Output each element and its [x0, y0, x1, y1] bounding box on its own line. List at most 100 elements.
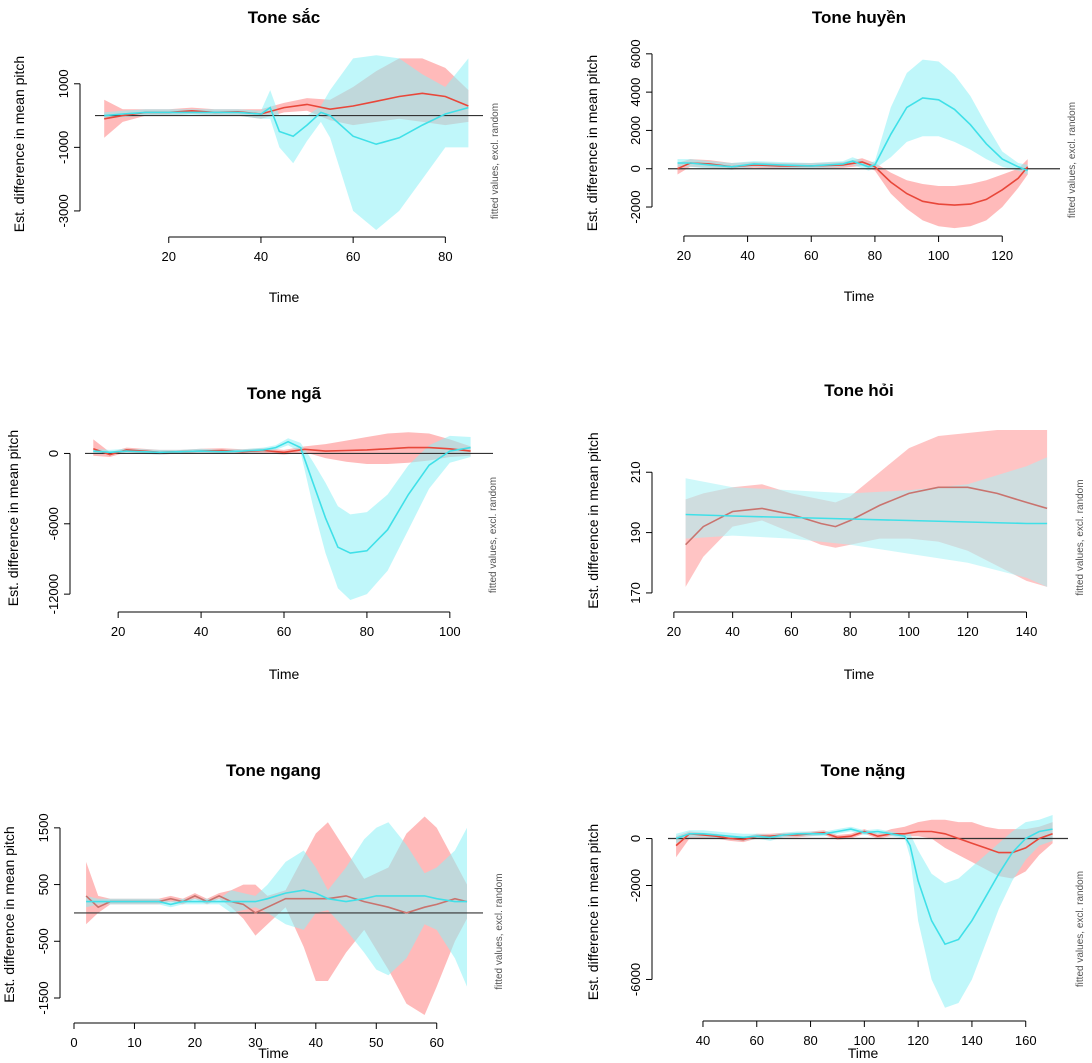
x-tick-label: 20: [677, 248, 691, 263]
chart-panel-6: Tone nặng -6000 -2000 0 40 60 80 100 120 140 160 Ti…: [585, 761, 1086, 1061]
x-tick-label: 60: [346, 249, 360, 264]
y-axis-label: Est. difference in mean pitch: [1, 826, 17, 1002]
y-tick-label: -1500: [36, 981, 51, 1014]
x-tick-label: 50: [369, 1035, 383, 1050]
y-tick-label: -6000: [46, 507, 61, 540]
y-tick-label: -2000: [628, 190, 643, 223]
x-tick-label: 20: [188, 1035, 202, 1050]
x-tick-label: 30: [248, 1035, 262, 1050]
y-tick-label: 2000: [628, 116, 643, 145]
series-line-cyan: [677, 97, 1028, 172]
y-tick-label: -1000: [56, 131, 71, 164]
y-tick-label: 190: [628, 522, 643, 544]
x-tick-label: 60: [804, 248, 818, 263]
x-tick-label: 140: [961, 1033, 983, 1048]
chart-panel-5: Tone ngang -1500 -500 500 1500 0 10 20 30 40 50 60 T…: [1, 761, 505, 1061]
confidence-band-red: [93, 432, 471, 464]
x-axis-label: Time: [258, 1045, 289, 1061]
x-tick-label: 120: [907, 1033, 929, 1048]
series-line-cyan: [685, 513, 1048, 525]
x-tick-label: 80: [360, 624, 374, 639]
confidence-band-cyan: [676, 815, 1053, 1008]
fitted-values-note: fitted values, excl. random: [490, 103, 501, 219]
x-tick-label: 80: [868, 248, 882, 263]
chart-title: Tone hỏi: [824, 381, 894, 400]
y-tick-label: 500: [36, 874, 51, 896]
x-tick-label: 100: [439, 624, 461, 639]
x-axis-label: Time: [269, 666, 300, 682]
confidence-band-cyan: [677, 59, 1028, 175]
chart-title: Tone nặng: [821, 761, 906, 780]
x-tick-label: 100: [898, 624, 920, 639]
chart-panel-4: Tone hỏi 170 190 210 20 40 60 80 100 120 140 Time Es…: [585, 381, 1086, 682]
y-tick-label: 170: [628, 582, 643, 604]
x-tick-label: 120: [957, 624, 979, 639]
y-tick-label: 0: [46, 450, 61, 457]
series-line-cyan: [86, 889, 467, 906]
x-tick-label: 40: [740, 248, 754, 263]
x-tick-label: 40: [309, 1035, 323, 1050]
x-axis-label: Time: [269, 289, 300, 305]
x-tick-label: 80: [803, 1033, 817, 1048]
confidence-band-cyan: [104, 55, 469, 231]
fitted-values-note: fitted values, excl. random: [1067, 102, 1078, 218]
chart-title: Tone ngang: [226, 761, 321, 780]
x-tick-label: 80: [843, 624, 857, 639]
y-tick-label: -500: [36, 928, 51, 954]
series-line-red: [675, 830, 1053, 854]
series-line-cyan: [675, 828, 1053, 946]
confidence-band-cyan: [685, 457, 1048, 587]
x-tick-label: 80: [438, 249, 452, 264]
chart-title: Tone huyền: [812, 8, 906, 27]
chart-panel-3: Tone ngã -12000 -6000 0 20 40 60 80 100 Time Est. …: [5, 384, 499, 682]
y-axis-label: Est. difference in mean pitch: [5, 430, 21, 606]
x-tick-label: 20: [667, 624, 681, 639]
confidence-band-red: [676, 819, 1053, 879]
chart-panel-2: Tone huyền -2000 0 2000 4000 6000 20 40 60 80 100 1…: [584, 8, 1078, 304]
x-tick-label: 40: [194, 624, 208, 639]
y-tick-label: -12000: [46, 574, 61, 614]
y-tick-label: 210: [628, 461, 643, 483]
confidence-band-cyan: [93, 435, 471, 600]
x-tick-label: 60: [750, 1033, 764, 1048]
y-tick-label: 4000: [628, 78, 643, 107]
y-tick-label: 0: [628, 165, 643, 172]
x-tick-label: 40: [696, 1033, 710, 1048]
chart-panel-1: Tone sắc -3000 -1000 1000 20 40 60 80 Time Est. d…: [11, 8, 501, 305]
x-tick-label: 100: [928, 248, 950, 263]
y-tick-label: 0: [628, 835, 643, 842]
x-tick-label: 140: [1016, 624, 1038, 639]
x-tick-label: 20: [162, 249, 176, 264]
series-line-cyan: [93, 440, 471, 554]
x-tick-label: 120: [991, 248, 1013, 263]
x-tick-label: 60: [429, 1035, 443, 1050]
y-axis-label: Est. difference in mean pitch: [585, 432, 601, 608]
series-line-red: [685, 486, 1048, 546]
x-tick-label: 10: [127, 1035, 141, 1050]
chart-title: Tone ngã: [247, 384, 322, 403]
x-tick-label: 60: [277, 624, 291, 639]
y-axis-label: Est. difference in mean pitch: [11, 56, 27, 232]
x-tick-label: 160: [1015, 1033, 1037, 1048]
fitted-values-note: fitted values, excl. random: [1075, 871, 1086, 987]
y-axis-label: Est. difference in mean pitch: [585, 824, 601, 1000]
y-tick-label: 6000: [628, 39, 643, 68]
x-axis-label: Time: [844, 666, 875, 682]
chart-title: Tone sắc: [248, 8, 320, 27]
x-tick-label: 0: [70, 1035, 77, 1050]
x-tick-label: 100: [853, 1033, 875, 1048]
series-line-cyan: [104, 106, 469, 146]
y-tick-label: 1500: [36, 813, 51, 842]
x-tick-label: 60: [784, 624, 798, 639]
y-tick-label: -2000: [628, 869, 643, 902]
fitted-values-note: fitted values, excl. random: [1075, 479, 1086, 595]
x-tick-label: 20: [111, 624, 125, 639]
y-axis-label: Est. difference in mean pitch: [584, 55, 600, 231]
x-tick-label: 40: [254, 249, 268, 264]
x-axis-label: Time: [848, 1045, 879, 1061]
confidence-band-cyan: [86, 822, 467, 987]
fitted-values-note: fitted values, excl. random: [488, 477, 499, 593]
confidence-band-red: [677, 158, 1028, 229]
x-axis-label: Time: [844, 288, 875, 304]
